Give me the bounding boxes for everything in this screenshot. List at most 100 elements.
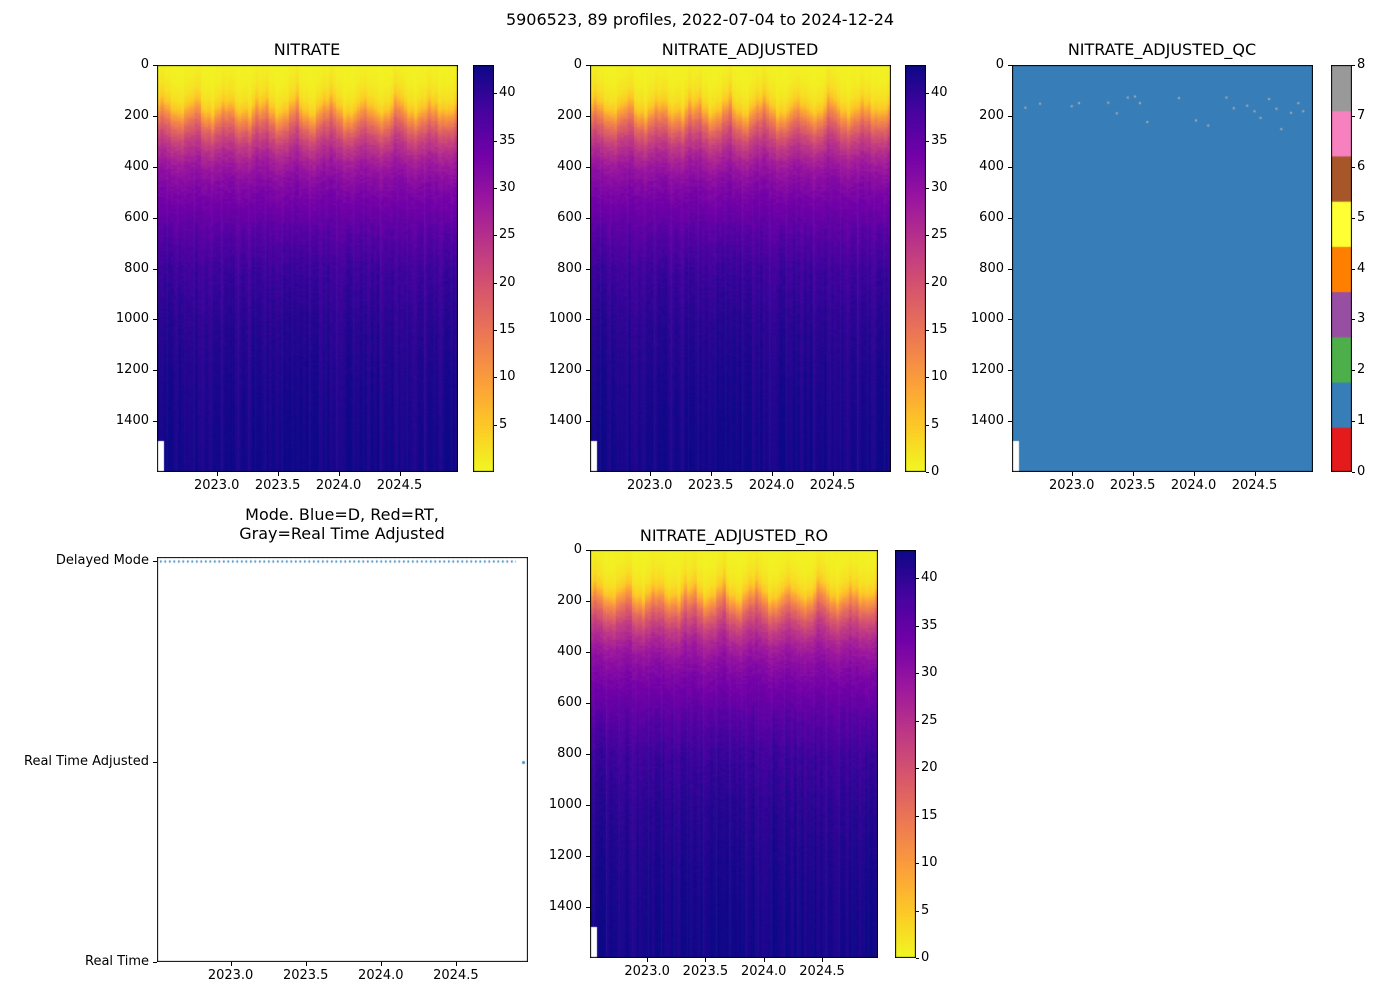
tick-mark bbox=[586, 601, 590, 602]
nitrate-colorbar bbox=[473, 65, 494, 472]
y-tick-label: 1200 bbox=[548, 362, 582, 378]
tick-mark bbox=[153, 217, 157, 219]
tick-mark bbox=[1352, 370, 1355, 372]
y-tick-label: 400 bbox=[557, 644, 582, 659]
x-tick-label: 2023.0 bbox=[624, 964, 670, 979]
tick-mark bbox=[277, 472, 279, 476]
tick-mark bbox=[586, 319, 590, 321]
nitrate-adjusted-plot bbox=[590, 65, 891, 472]
y-tick-label: 0 bbox=[573, 57, 582, 72]
colorbar-tick-label: 4 bbox=[1357, 260, 1366, 276]
tick-mark bbox=[710, 472, 712, 476]
y-tick-label: 1400 bbox=[548, 413, 582, 429]
tick-mark bbox=[153, 370, 157, 372]
tick-mark bbox=[832, 472, 834, 476]
tick-mark bbox=[586, 217, 590, 219]
tick-mark bbox=[1071, 472, 1073, 476]
tick-mark bbox=[586, 421, 590, 423]
y-tick-label: 800 bbox=[979, 260, 1004, 276]
tick-mark bbox=[1132, 472, 1134, 476]
tick-mark bbox=[586, 115, 590, 117]
tick-mark bbox=[494, 140, 497, 142]
colorbar-tick-label: 7 bbox=[1357, 107, 1366, 123]
tick-mark bbox=[455, 962, 457, 966]
tick-mark bbox=[1008, 319, 1012, 321]
colorbar-tick-label: 2 bbox=[1357, 362, 1366, 378]
tick-mark bbox=[586, 907, 590, 908]
y-tick-label: 0 bbox=[995, 57, 1004, 72]
tick-mark bbox=[1352, 65, 1355, 66]
colorbar-tick-label: 15 bbox=[921, 807, 938, 823]
tick-mark bbox=[153, 421, 157, 423]
colorbar-tick-label: 6 bbox=[1357, 158, 1366, 174]
y-tick-label: Delayed Mode bbox=[55, 553, 149, 568]
nitrate-adjusted-colorbar bbox=[905, 65, 926, 472]
colorbar-tick-label: 0 bbox=[921, 950, 930, 965]
tick-mark bbox=[153, 561, 157, 562]
x-tick-label: 2024.5 bbox=[376, 478, 423, 493]
colorbar-tick-label: 20 bbox=[499, 274, 516, 290]
tick-mark bbox=[763, 958, 765, 962]
tick-mark bbox=[216, 472, 218, 476]
tick-mark bbox=[586, 550, 590, 551]
tick-mark bbox=[153, 268, 157, 270]
tick-mark bbox=[153, 319, 157, 321]
y-tick-label: 400 bbox=[979, 158, 1004, 174]
colorbar-tick-label: 15 bbox=[931, 322, 948, 338]
x-tick-label: 2023.5 bbox=[282, 968, 329, 983]
y-tick-label: 1400 bbox=[548, 899, 582, 914]
tick-mark bbox=[305, 962, 307, 966]
x-tick-label: 2023.5 bbox=[254, 478, 301, 493]
x-tick-label: 2023.5 bbox=[1109, 478, 1156, 493]
x-tick-label: 2024.0 bbox=[740, 964, 787, 979]
tick-mark bbox=[916, 768, 919, 770]
colorbar-tick-label: 40 bbox=[931, 85, 948, 101]
panel-title-nitrate: NITRATE bbox=[273, 40, 341, 59]
colorbar-tick-label: 30 bbox=[921, 665, 938, 681]
y-tick-label: 800 bbox=[557, 746, 582, 761]
y-tick-label: 1400 bbox=[115, 413, 149, 429]
tick-mark bbox=[586, 65, 590, 66]
tick-mark bbox=[916, 625, 919, 627]
tick-mark bbox=[1008, 115, 1012, 117]
x-tick-label: 2024.5 bbox=[433, 968, 479, 983]
tick-mark bbox=[586, 754, 590, 755]
tick-mark bbox=[1352, 166, 1355, 168]
x-tick-label: 2023.5 bbox=[687, 478, 734, 493]
tick-mark bbox=[1254, 472, 1256, 476]
tick-mark bbox=[494, 424, 497, 426]
y-tick-label: Real Time Adjusted bbox=[24, 754, 149, 769]
colorbar-tick-label: 5 bbox=[499, 416, 508, 432]
y-tick-label: 200 bbox=[557, 593, 582, 608]
x-tick-label: 2023.0 bbox=[1048, 478, 1095, 493]
mode-plot bbox=[157, 557, 528, 962]
tick-mark bbox=[926, 282, 929, 284]
nitrate-adjusted-qc-colorbar bbox=[1331, 65, 1352, 472]
colorbar-tick-label: 10 bbox=[499, 369, 516, 385]
tick-mark bbox=[926, 188, 929, 190]
tick-mark bbox=[153, 65, 157, 66]
x-tick-label: 2023.0 bbox=[626, 478, 673, 493]
colorbar-tick-label: 8 bbox=[1357, 57, 1366, 72]
y-tick-label: 1200 bbox=[115, 362, 149, 378]
nitrate-adjusted-ro-plot bbox=[590, 550, 878, 958]
y-tick-label: 1000 bbox=[115, 311, 149, 327]
colorbar-tick-label: 10 bbox=[921, 855, 938, 871]
tick-mark bbox=[1352, 421, 1355, 423]
tick-mark bbox=[1008, 166, 1012, 168]
tick-mark bbox=[399, 472, 401, 476]
colorbar-tick-label: 35 bbox=[931, 132, 948, 148]
nitrate-adjusted-qc-plot bbox=[1012, 65, 1313, 472]
tick-mark bbox=[1008, 370, 1012, 372]
y-tick-label: 1200 bbox=[548, 848, 582, 863]
colorbar-tick-label: 5 bbox=[921, 902, 930, 918]
tick-mark bbox=[153, 166, 157, 168]
colorbar-tick-label: 20 bbox=[931, 274, 948, 290]
tick-mark bbox=[1352, 217, 1355, 219]
tick-mark bbox=[494, 377, 497, 379]
tick-mark bbox=[705, 958, 707, 962]
y-tick-label: 200 bbox=[557, 107, 582, 123]
colorbar-tick-label: 10 bbox=[931, 369, 948, 385]
colorbar-tick-label: 25 bbox=[499, 227, 516, 243]
tick-mark bbox=[494, 235, 497, 237]
